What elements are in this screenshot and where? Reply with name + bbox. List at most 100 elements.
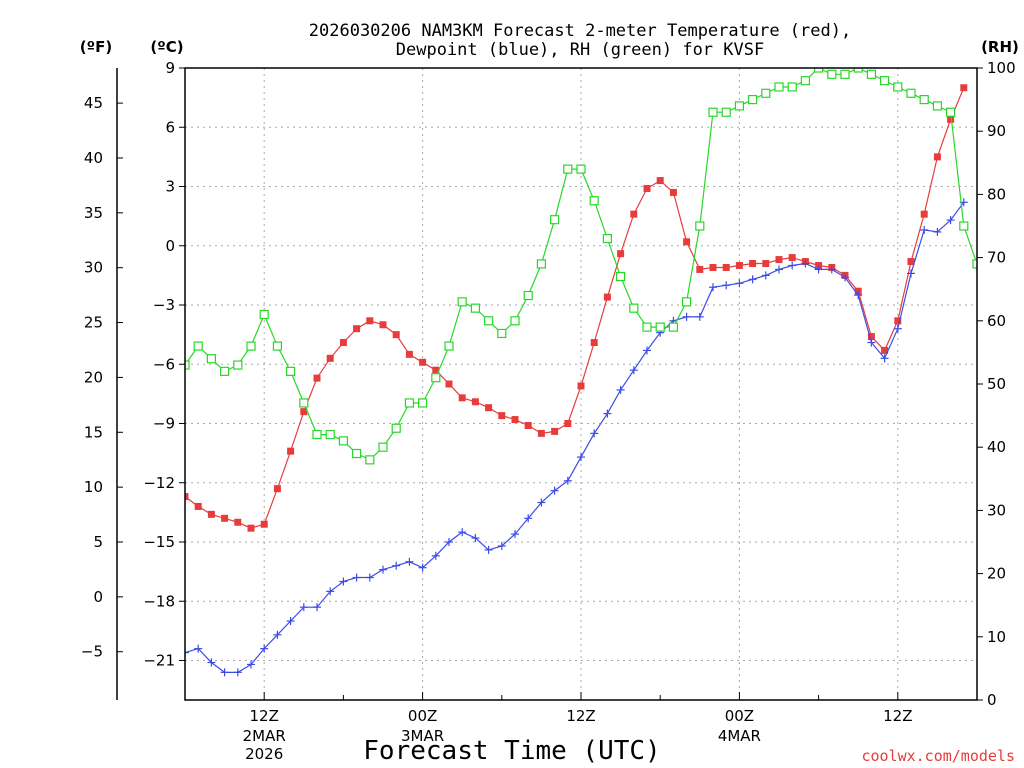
rh-point: [866, 69, 877, 79]
rh-point: [986, 279, 994, 287]
fahrenheit-tick-label: 20: [84, 368, 103, 386]
rh-point: [272, 341, 282, 351]
temperature-point: [445, 380, 453, 388]
temperature-point: [920, 210, 928, 218]
rh-point: [708, 107, 718, 117]
temperature-point: [511, 416, 519, 424]
rh-point: [220, 366, 230, 376]
x-tick-label: 00Z: [725, 707, 754, 725]
dewpoint-point: [814, 265, 823, 274]
rh-point: [444, 341, 454, 351]
x-tick-date-label: 2026: [245, 745, 283, 763]
dewpoint-point: [867, 338, 876, 347]
rh-point: [813, 68, 824, 73]
temperature-point: [709, 263, 717, 271]
rh-point: [404, 398, 414, 408]
rh-point: [747, 94, 758, 105]
dewpoint-point: [682, 312, 691, 321]
dewpoint-point: [761, 271, 770, 280]
temperature-line: [185, 87, 965, 529]
temperature-point: [221, 514, 229, 522]
rh-tick-label: 0: [987, 691, 997, 709]
rh-tick-label: 60: [987, 312, 1006, 330]
rh-tick-label: 10: [987, 628, 1006, 646]
temperature-point: [867, 333, 875, 341]
x-tick-label: 12Z: [883, 707, 912, 725]
celsius-tick-label: −6: [153, 355, 175, 373]
dewpoint-point: [841, 273, 849, 282]
x-tick-date-label: 4MAR: [718, 727, 761, 745]
temperature-point: [788, 254, 796, 262]
rh-tick-label: 70: [987, 249, 1006, 267]
celsius-tick-label: −9: [153, 415, 175, 433]
dewpoint-point: [893, 324, 902, 333]
rh-point: [233, 360, 243, 370]
dewpoint-point: [418, 563, 427, 572]
rh-point: [352, 448, 362, 459]
dewpoint-point: [695, 312, 704, 321]
dewpoint-point: [220, 668, 229, 677]
dewpoint-point: [563, 476, 572, 485]
temperature-point: [775, 256, 783, 264]
celsius-tick-label: −12: [143, 474, 175, 492]
dewpoint-point: [590, 429, 599, 438]
temperature-point: [392, 331, 400, 339]
dewpoint-point: [801, 259, 810, 268]
temperature-point: [564, 420, 572, 427]
temperature-point: [669, 188, 677, 196]
temperature-point: [432, 366, 440, 374]
rh-point: [959, 221, 969, 231]
dewpoint-point: [616, 385, 625, 394]
temperature-point: [194, 502, 202, 510]
celsius-tick-label: 9: [165, 59, 175, 77]
rh-point: [418, 398, 428, 408]
rh-point: [576, 164, 586, 174]
rh-point: [972, 259, 977, 269]
dewpoint-point: [933, 227, 942, 236]
dewpoint-point: [946, 216, 955, 225]
dewpoint-point: [379, 565, 387, 574]
rh-point: [259, 309, 269, 320]
rh-point: [563, 164, 573, 174]
series-temperature: [185, 84, 968, 532]
dewpoint-point: [339, 577, 348, 586]
fahrenheit-unit-label: (ºF): [80, 38, 112, 56]
rh-point: [497, 328, 507, 339]
temperature-point: [722, 263, 730, 271]
celsius-tick-label: 6: [165, 118, 175, 136]
temperature-point: [630, 210, 638, 218]
temperature-point: [894, 317, 902, 325]
rh-point: [615, 271, 626, 282]
dewpoint-point: [260, 644, 269, 653]
rh-point: [932, 101, 943, 111]
series-dewpoint: [185, 198, 968, 677]
rh-unit-label: (RH): [981, 38, 1019, 56]
x-axis-title: Forecast Time (UTC): [363, 736, 660, 766]
rh-point: [431, 373, 441, 383]
dewpoint-point: [907, 269, 915, 278]
temperature-point: [762, 260, 770, 268]
temperature-point: [881, 346, 889, 354]
temperature-point: [498, 412, 506, 420]
x-tick-date-label: 2MAR: [243, 727, 286, 745]
dewpoint-point: [603, 409, 612, 418]
dewpoint-point: [788, 261, 797, 270]
temperature-point: [207, 510, 215, 518]
dewpoint-point: [471, 534, 480, 543]
dewpoint-point: [233, 668, 242, 677]
dewpoint-point: [854, 291, 863, 300]
dewpoint-point: [775, 265, 783, 274]
rh-point: [470, 303, 480, 313]
temperature-point: [960, 84, 968, 92]
temperature-point: [273, 485, 281, 493]
rh-point: [246, 341, 256, 351]
temperature-point: [379, 321, 387, 329]
rh-tick-label: 30: [987, 501, 1006, 519]
temperature-point: [933, 153, 941, 161]
temperature-point: [537, 429, 545, 437]
fahrenheit-tick-label: 30: [84, 259, 103, 277]
rh-point: [893, 82, 903, 92]
series-rh: [185, 68, 994, 465]
dewpoint-point: [207, 658, 216, 667]
temperature-point: [656, 177, 664, 185]
